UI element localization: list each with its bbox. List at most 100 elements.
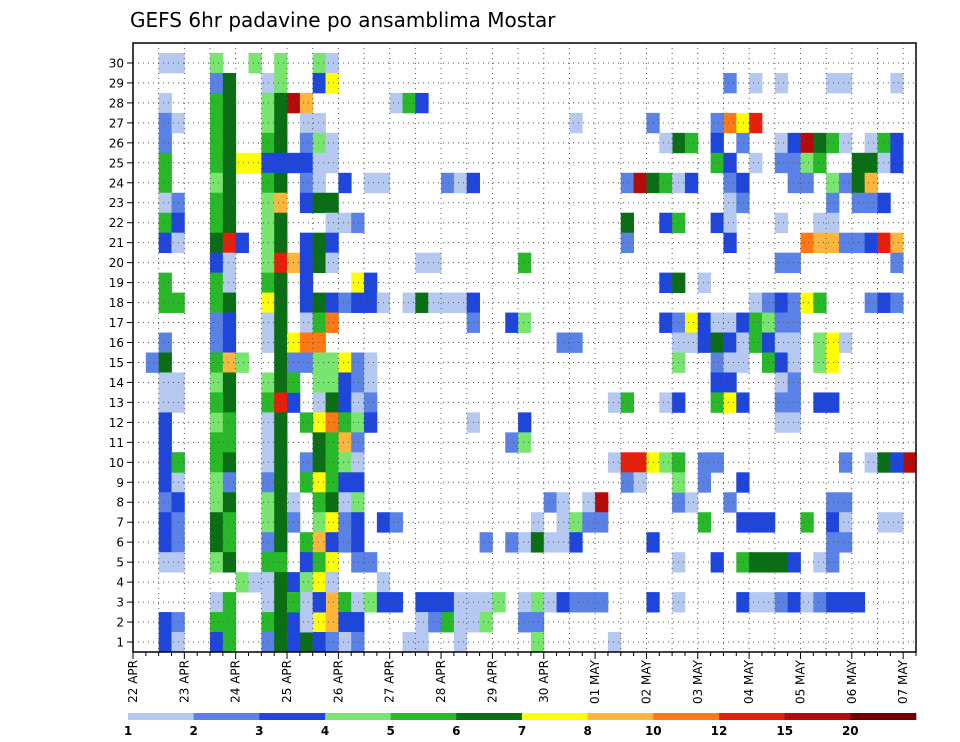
legend-swatch bbox=[653, 713, 720, 720]
heat-cell bbox=[325, 592, 339, 613]
heat-cell bbox=[441, 292, 455, 313]
heat-cell bbox=[312, 452, 326, 473]
heat-cell bbox=[338, 292, 352, 313]
heat-cell bbox=[274, 612, 288, 633]
heat-cell bbox=[813, 332, 827, 353]
heat-cell bbox=[595, 512, 609, 533]
heat-cell bbox=[543, 532, 557, 553]
heat-cell bbox=[325, 212, 339, 234]
y-tick-label: 19 bbox=[109, 276, 124, 290]
heat-cell bbox=[633, 172, 647, 194]
y-tick-label: 7 bbox=[116, 516, 124, 530]
heat-cell bbox=[158, 272, 172, 293]
y-tick-label: 25 bbox=[109, 156, 124, 170]
heat-cell bbox=[710, 152, 724, 174]
heat-cell bbox=[210, 592, 224, 613]
heat-cell bbox=[261, 292, 275, 313]
legend-tick-label: 8 bbox=[584, 724, 592, 738]
heat-cell bbox=[210, 92, 224, 114]
heat-cell bbox=[453, 172, 468, 194]
heat-cell bbox=[710, 352, 724, 373]
heat-cell bbox=[222, 252, 237, 274]
heat-cell bbox=[312, 592, 326, 613]
heat-cell bbox=[723, 392, 737, 413]
y-tick-label: 5 bbox=[116, 556, 124, 570]
heat-cell bbox=[364, 392, 378, 413]
heat-cell bbox=[697, 512, 712, 533]
heat-cell bbox=[415, 592, 429, 613]
x-tick-label: 26 APR bbox=[331, 660, 345, 703]
heat-cell bbox=[569, 592, 583, 613]
heat-cell bbox=[325, 512, 339, 533]
heat-cell bbox=[325, 432, 339, 453]
heat-cell bbox=[261, 392, 275, 413]
heat-cell bbox=[351, 352, 365, 373]
heat-cell bbox=[274, 212, 288, 234]
y-tick-label: 21 bbox=[109, 236, 124, 250]
heat-cell bbox=[210, 512, 224, 533]
heat-cell bbox=[697, 312, 712, 333]
heat-cell bbox=[145, 352, 160, 373]
heat-cell bbox=[351, 452, 365, 473]
y-tick-label: 1 bbox=[116, 636, 124, 650]
heat-cell bbox=[723, 232, 737, 254]
heat-cell bbox=[415, 612, 429, 633]
heat-cell bbox=[697, 452, 712, 473]
heat-cell bbox=[877, 292, 891, 313]
x-tick-label: 07 MAY bbox=[896, 659, 910, 704]
heat-cell bbox=[620, 212, 635, 234]
heat-cell bbox=[364, 292, 378, 313]
heat-cell bbox=[903, 452, 917, 473]
heat-cell bbox=[710, 452, 724, 473]
y-tick-label: 6 bbox=[116, 536, 124, 550]
legend-swatch bbox=[850, 713, 917, 720]
heat-cell bbox=[826, 72, 840, 94]
heat-cell bbox=[428, 612, 442, 633]
heat-cell bbox=[415, 292, 429, 313]
heat-cell bbox=[261, 432, 275, 453]
heat-cell bbox=[351, 212, 365, 234]
heat-cell bbox=[299, 572, 314, 593]
heat-cell bbox=[261, 372, 275, 393]
heat-cell bbox=[222, 592, 237, 613]
heat-cell bbox=[826, 352, 840, 373]
heat-cell bbox=[274, 632, 288, 653]
heat-cell bbox=[325, 372, 339, 393]
heat-cell bbox=[299, 592, 314, 613]
heat-cell bbox=[248, 572, 262, 593]
heat-cell bbox=[299, 232, 314, 254]
heat-cell bbox=[787, 292, 801, 313]
heat-cell bbox=[736, 132, 750, 154]
heat-cell bbox=[299, 472, 314, 493]
heat-cell bbox=[210, 172, 224, 194]
y-tick-label: 28 bbox=[109, 96, 124, 110]
heat-cell bbox=[826, 332, 840, 353]
heat-cell bbox=[543, 592, 557, 613]
heat-cell bbox=[312, 172, 326, 194]
heat-cell bbox=[749, 312, 763, 333]
heat-cell bbox=[222, 552, 237, 573]
heat-cell bbox=[299, 452, 314, 473]
heat-cell bbox=[684, 332, 699, 353]
heat-cell bbox=[274, 452, 288, 473]
legend-swatch bbox=[587, 713, 654, 720]
heat-cell bbox=[210, 332, 224, 353]
heat-cell bbox=[235, 572, 249, 593]
heat-cell bbox=[210, 472, 224, 493]
heat-cell bbox=[210, 612, 224, 633]
heat-cell bbox=[312, 432, 326, 453]
y-tick-label: 2 bbox=[116, 616, 124, 630]
heat-cell bbox=[415, 252, 429, 274]
heat-cell bbox=[620, 452, 635, 473]
y-tick-label: 22 bbox=[109, 216, 124, 230]
y-tick-label: 11 bbox=[109, 436, 124, 450]
heat-cell bbox=[774, 212, 789, 234]
heat-cell bbox=[389, 92, 403, 114]
legend-tick-label: 15 bbox=[776, 724, 793, 738]
heat-cell bbox=[235, 232, 249, 254]
cells-layer bbox=[145, 52, 917, 653]
heat-cell bbox=[838, 532, 853, 553]
heat-cell bbox=[890, 132, 904, 154]
heat-cell bbox=[274, 532, 288, 553]
